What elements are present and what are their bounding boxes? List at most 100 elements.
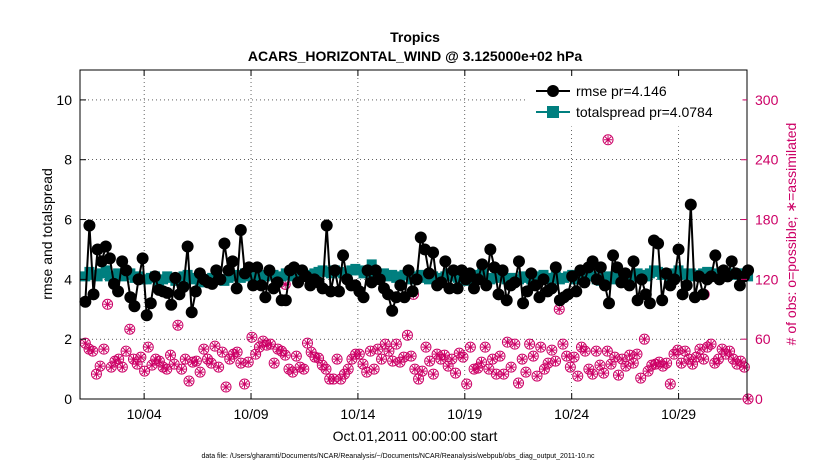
rmse-point — [570, 285, 583, 298]
rmse-point — [635, 273, 648, 286]
obs-possible-marker — [198, 343, 210, 355]
obs-possible-marker — [405, 350, 417, 362]
obs-assimilated-marker — [632, 349, 642, 359]
obs-assimilated-marker — [210, 341, 220, 351]
obs-possible-marker — [424, 355, 436, 367]
obs-assimilated-marker — [410, 364, 420, 374]
rmse-point — [148, 270, 161, 283]
obs-assimilated-marker — [358, 359, 368, 369]
obs-possible-marker — [535, 341, 547, 353]
obs-assimilated-marker — [118, 362, 127, 372]
obs-possible-marker — [705, 338, 717, 350]
obs-possible-marker — [561, 350, 573, 362]
obs-assimilated-marker — [344, 364, 353, 374]
rmse-point — [226, 255, 239, 268]
obs-possible-marker — [590, 345, 602, 357]
rmse-point — [394, 279, 407, 292]
obs-assimilated-marker — [388, 356, 397, 366]
obs-assimilated-marker — [492, 369, 501, 379]
obs-assimilated-marker — [699, 354, 708, 364]
obs-assimilated-marker — [469, 364, 479, 374]
obs-assimilated-marker — [318, 360, 327, 370]
y2-axis-label: # of obs: o=possible; ∗=assimilated — [783, 123, 799, 346]
obs-possible-marker — [220, 381, 232, 393]
x-tick-label: 10/24 — [554, 406, 589, 422]
rmse-point — [103, 252, 116, 265]
obs-possible-marker — [709, 357, 721, 369]
obs-possible-marker — [712, 353, 724, 365]
obs-possible-marker — [601, 345, 613, 357]
obs-possible-marker — [557, 338, 569, 350]
rmse-point — [263, 264, 276, 277]
rmse-point — [652, 237, 665, 250]
obs-assimilated-marker — [221, 382, 231, 392]
obs-assimilated-marker — [462, 379, 471, 389]
totalspread-point — [100, 265, 111, 276]
obs-possible-marker — [235, 357, 247, 369]
obs-possible-marker — [564, 361, 576, 373]
obs-assimilated-marker — [277, 346, 286, 356]
rmse-point — [643, 297, 656, 310]
obs-assimilated-marker — [125, 325, 134, 334]
obs-assimilated-marker — [284, 364, 294, 374]
obs-possible-marker — [172, 319, 184, 331]
y-tick-label: 6 — [64, 212, 72, 228]
obs-possible-marker — [390, 338, 402, 350]
obs-assimilated-marker — [510, 339, 520, 349]
obs-assimilated-marker — [95, 361, 105, 371]
y-tick-label: 10 — [56, 92, 72, 108]
obs-assimilated-marker — [255, 342, 264, 352]
obs-assimilated-marker — [484, 364, 494, 374]
obs-assimilated-marker — [680, 346, 690, 356]
obs-assimilated-marker — [603, 135, 613, 144]
obs-assimilated-marker — [621, 361, 631, 371]
obs-assimilated-marker — [129, 354, 138, 364]
obs-assimilated-marker — [88, 346, 97, 356]
obs-assimilated-marker — [236, 358, 246, 368]
obs-assimilated-marker — [232, 347, 242, 357]
rmse-point — [218, 237, 231, 250]
obs-assimilated-marker — [606, 359, 616, 369]
obs-possible-marker — [427, 368, 439, 380]
plot-frame — [79, 69, 748, 400]
obs-assimilated-marker — [173, 321, 183, 330]
obs-assimilated-marker — [617, 354, 627, 364]
obs-possible-marker — [672, 344, 684, 356]
obs-assimilated-marker — [421, 342, 431, 352]
obs-assimilated-marker — [573, 371, 582, 381]
obs-assimilated-marker — [555, 305, 564, 314]
obs-assimilated-marker — [625, 350, 634, 360]
y-tick-label: 8 — [64, 152, 72, 168]
obs-possible-marker — [209, 340, 221, 352]
obs-possible-marker — [120, 345, 132, 357]
obs-assimilated-marker — [292, 351, 301, 361]
obs-assimilated-marker — [436, 354, 445, 364]
legend-rmse-marker — [547, 85, 559, 97]
obs-assimilated-marker — [81, 338, 90, 348]
x-tick-label: 10/14 — [340, 406, 375, 422]
obs-assimilated-marker — [140, 366, 149, 376]
rmse-point — [214, 273, 227, 286]
rmse-point — [328, 264, 341, 277]
obs-possible-marker — [598, 367, 610, 379]
obs-assimilated-marker — [677, 358, 686, 368]
rmse-point — [725, 255, 738, 268]
obs-possible-marker — [453, 347, 465, 359]
obs-possible-marker — [387, 355, 399, 367]
obs-possible-marker — [638, 333, 650, 345]
legend: rmse pr=4.146 totalspread pr=4.0784 — [527, 77, 743, 127]
rmse-point — [623, 279, 636, 292]
obs-possible-marker — [631, 348, 643, 360]
obs-possible-marker — [105, 361, 117, 373]
y-tick-label: 4 — [64, 271, 72, 287]
obs-possible-marker — [242, 356, 254, 368]
y-tick-label: 0 — [64, 391, 72, 407]
obs-possible-marker — [102, 298, 114, 310]
obs-possible-marker — [475, 356, 487, 368]
obs-assimilated-marker — [177, 364, 186, 374]
obs-assimilated-marker — [732, 359, 742, 369]
obs-assimilated-marker — [199, 344, 209, 354]
x-axis-label: Oct.01,2011 00:00:00 start — [333, 428, 498, 444]
obs-possible-marker — [383, 345, 395, 357]
rmse-point — [165, 298, 178, 311]
